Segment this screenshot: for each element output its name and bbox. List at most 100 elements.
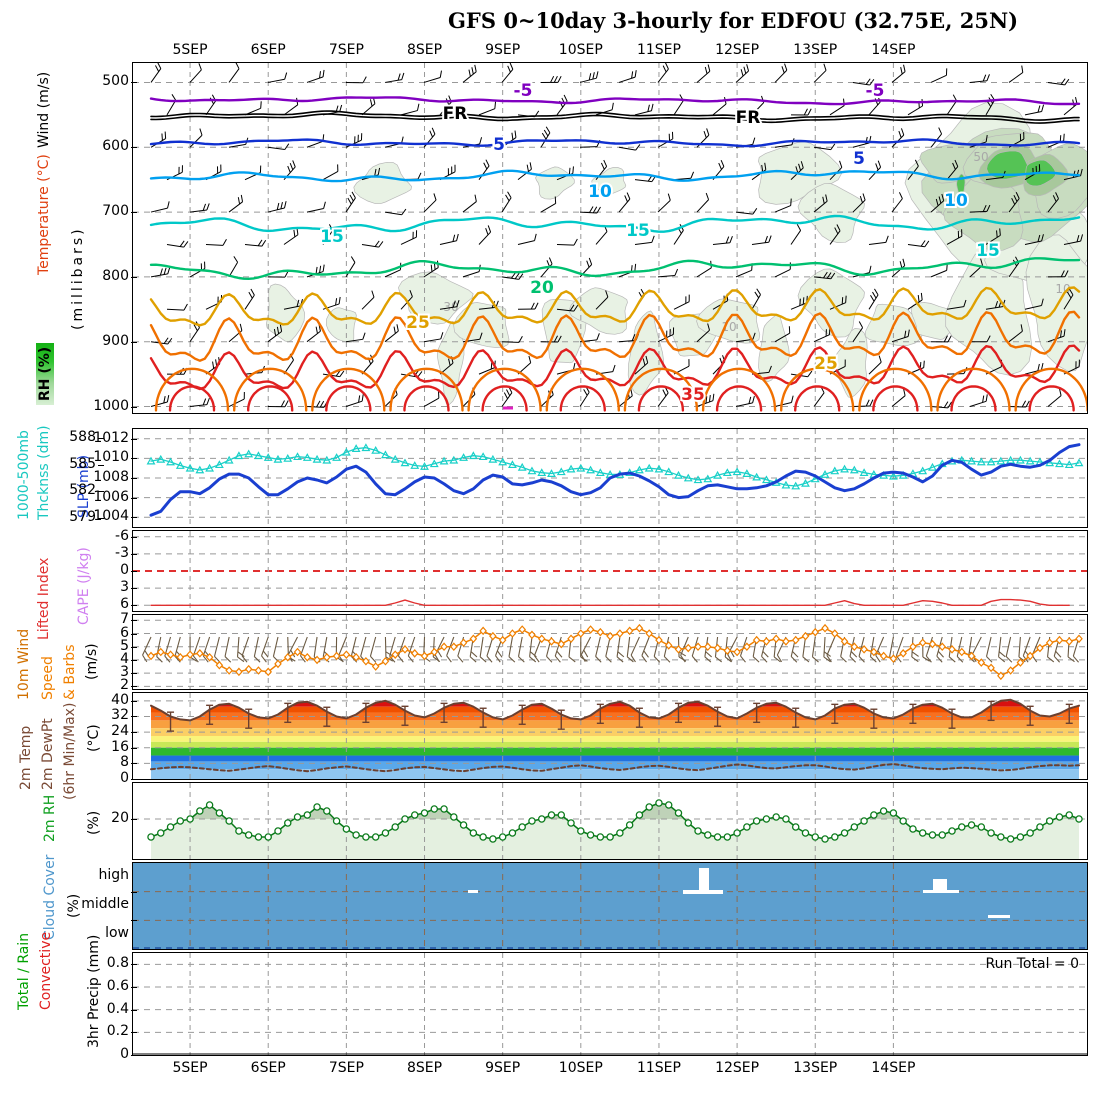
date-label: 11SEP — [636, 42, 681, 58]
axis-tick-label: 2 — [120, 677, 129, 694]
date-label: 9SEP — [485, 42, 521, 58]
cloud-tick-mark — [131, 920, 137, 922]
axis-title-2m-rh: 2m RH — [42, 794, 58, 842]
axis-tick-label: 1000 — [93, 397, 129, 414]
svg-text:10: 10 — [588, 182, 612, 202]
axis-tick-mark — [131, 1009, 137, 1011]
axis-tick-label: 600 — [102, 138, 129, 155]
axis-tick-mark — [131, 553, 137, 555]
axis-tick-mark — [131, 276, 137, 278]
date-label: 7SEP — [328, 1060, 364, 1076]
axis-tick-mark — [131, 716, 137, 718]
panel-precip[interactable]: Run Total = 0 — [132, 952, 1088, 1056]
axis-tick-mark — [131, 964, 137, 966]
svg-text:10: 10 — [944, 191, 968, 211]
axis-title-minmax: (6hr Min/Max) — [62, 702, 78, 800]
axis-tick-mark — [131, 536, 137, 538]
date-label: 11SEP — [636, 1060, 681, 1076]
date-label: 5SEP — [172, 42, 208, 58]
svg-text:15: 15 — [626, 221, 650, 241]
cloud-tick-mark — [131, 891, 137, 893]
svg-text:25: 25 — [814, 354, 838, 374]
date-label: 12SEP — [715, 42, 760, 58]
svg-text:15: 15 — [320, 227, 344, 247]
axis-title-rh: RH (%) — [36, 342, 54, 405]
date-label: 8SEP — [406, 1060, 443, 1076]
axis-tick-label: 32 — [111, 707, 129, 724]
axis-tick-mark — [131, 763, 137, 765]
svg-text:FR: FR — [443, 104, 468, 124]
axis-tick-label: 900 — [102, 332, 129, 349]
axis-tick-mark — [131, 571, 137, 572]
axis-tick-mark — [131, 747, 137, 749]
axis-tick-label: 1012 — [93, 429, 129, 446]
date-label: 7SEP — [328, 42, 364, 58]
axis-tick-label: 6 — [120, 624, 129, 641]
svg-text:5: 5 — [493, 135, 505, 155]
panel-lifted-cape[interactable] — [132, 530, 1088, 612]
axis-tick-mark — [131, 732, 137, 734]
axis-tick-label: 8 — [120, 754, 129, 771]
panel-10m-wind[interactable] — [132, 614, 1088, 690]
axis-tick-label: 700 — [102, 203, 129, 220]
axis-title-lifted-index: Lifted Index — [36, 557, 52, 640]
axis-tick-mark — [131, 341, 137, 343]
date-label: 14SEP — [871, 1060, 916, 1076]
cloud-row-label: high — [98, 867, 129, 884]
svg-text:10: 10 — [944, 191, 968, 211]
axis-tick-mark — [131, 686, 137, 688]
axis-tick-label: 582 — [69, 482, 96, 499]
axis-tick-mark — [131, 1032, 137, 1034]
axis-tick-label: 16 — [111, 738, 129, 755]
svg-text:10: 10 — [721, 320, 736, 334]
svg-text:15: 15 — [320, 227, 344, 247]
panel-upper-air[interactable]: 5010301030-5-5-5-5FRFRFRFR55551010101015… — [132, 62, 1088, 414]
axis-tick-mark — [131, 700, 137, 702]
axis-tick-label: 1006 — [93, 488, 129, 505]
axis-tick-mark — [131, 1055, 137, 1056]
axis-tick-label: 0 — [120, 1046, 129, 1062]
axis-tick-label: 5 — [120, 637, 129, 654]
axis-tick-label: 3 — [120, 579, 129, 596]
panel-cloud-cover[interactable] — [132, 862, 1088, 950]
axis-tick-label: 579 — [69, 509, 96, 526]
axis-tick-mark — [131, 819, 137, 820]
cloud-row-label: low — [105, 924, 129, 941]
legend-total-rain: Total / Rain — [16, 932, 32, 1010]
axis-tick-label: 0.6 — [106, 978, 129, 994]
panel-2m-rh[interactable] — [132, 782, 1088, 860]
panel-slp-thickness[interactable] — [132, 428, 1088, 528]
axis-tick-mark — [131, 82, 137, 84]
axis-tick-mark — [131, 438, 137, 440]
date-label: 10SEP — [558, 1060, 603, 1076]
axis-tick-label: -3 — [115, 544, 129, 561]
svg-text:5: 5 — [493, 135, 505, 155]
axis-tick-mark — [98, 518, 104, 520]
svg-text:30: 30 — [443, 300, 458, 314]
axis-tick-label: 40 — [111, 691, 129, 708]
axis-title-10m-wind: 10m Wind — [16, 628, 32, 700]
run-total-label: Run Total = 0 — [985, 956, 1079, 972]
cloud-row-label: middle — [81, 896, 129, 912]
axis-tick-label: 0.2 — [106, 1023, 129, 1040]
axis-tick-mark — [98, 437, 104, 439]
axis-title-rh-units: (%) — [86, 810, 102, 835]
date-label: 8SEP — [406, 42, 443, 58]
svg-text:-5: -5 — [866, 81, 885, 101]
axis-tick-mark — [131, 458, 137, 460]
axis-title-wind: Wind (m/s) — [36, 71, 52, 148]
svg-text:FR: FR — [443, 104, 468, 124]
axis-tick-label: 0 — [120, 770, 129, 786]
svg-text:FR: FR — [736, 108, 761, 128]
svg-text:35: 35 — [681, 385, 705, 405]
axis-title-temperature: Temperature (°C) — [36, 154, 52, 275]
axis-tick-label: 6 — [120, 596, 129, 613]
axis-title-thickness-unit: Thcknss (dm) — [36, 425, 52, 520]
axis-title-2m-dewpt: 2m DewPt — [40, 718, 56, 790]
axis-tick-mark — [98, 491, 104, 493]
panel-2m-temp[interactable] — [132, 692, 1088, 780]
axis-tick-mark — [131, 633, 137, 635]
axis-tick-label: 1008 — [93, 469, 129, 485]
axis-tick-label: 500 — [102, 73, 129, 90]
